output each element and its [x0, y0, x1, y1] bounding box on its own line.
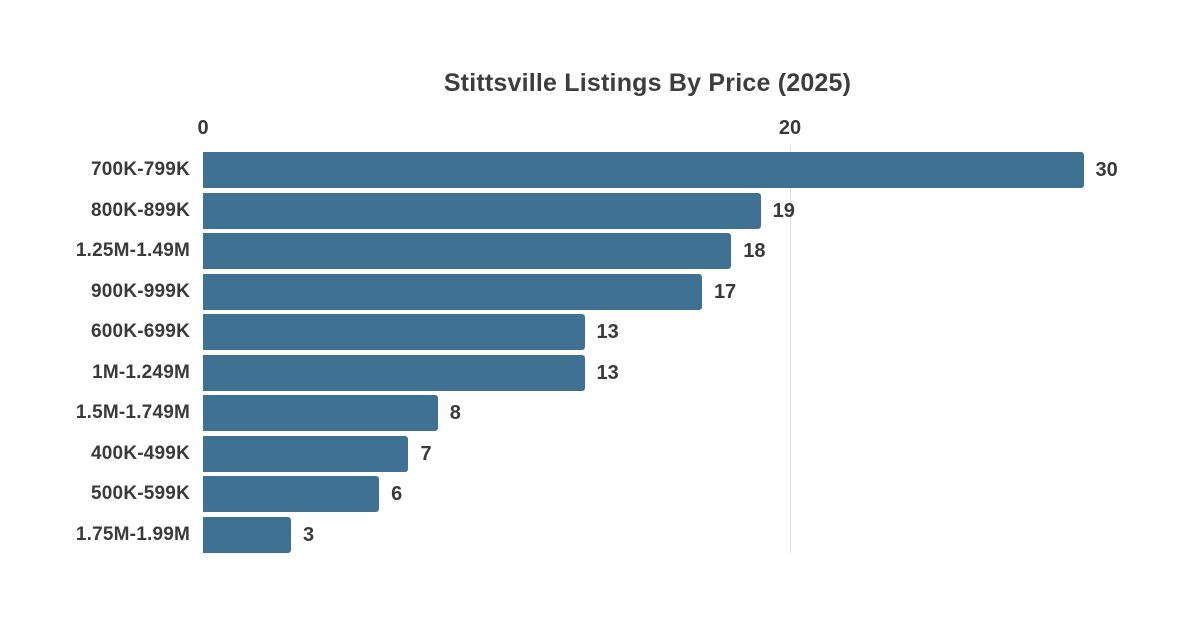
bar [203, 476, 380, 512]
value-label: 8 [449, 402, 461, 424]
bar [203, 314, 585, 350]
value-label: 6 [391, 483, 403, 505]
bar [203, 152, 1084, 188]
bar [203, 435, 409, 472]
category-label: 500K-599K [91, 483, 190, 504]
category-label: 1.25M-1.49M [75, 240, 190, 261]
bar-row: 500K-599K 6 [0, 476, 1200, 512]
x-axis-tick-label: 20 [778, 117, 802, 139]
category-label: 700K-799K [91, 159, 190, 180]
bar-row: 800K-899K 19 [0, 192, 1200, 229]
bar-row: 600K-699K 13 [0, 314, 1200, 350]
value-label: 18 [743, 240, 766, 262]
bar-row: 1M-1.249M 13 [0, 354, 1200, 391]
value-label: 13 [596, 361, 619, 384]
category-label: 1M-1.249M [92, 361, 190, 383]
bar [203, 233, 732, 269]
category-label: 600K-699K [91, 321, 190, 342]
value-label: 19 [772, 199, 795, 222]
bar-row: 400K-499K 7 [0, 435, 1200, 472]
bar [203, 273, 702, 310]
bar [203, 395, 438, 431]
bar-row: 900K-999K 17 [0, 273, 1200, 310]
bar [203, 192, 761, 229]
bar [203, 354, 585, 391]
bar-row: 700K-799K 30 [0, 152, 1200, 188]
category-label: 800K-899K [91, 199, 190, 221]
category-label: 400K-499K [91, 442, 190, 464]
bar [203, 516, 292, 553]
value-label: 3 [303, 523, 315, 546]
vertical-gridline [790, 145, 791, 553]
value-label: 13 [596, 321, 619, 343]
x-axis-tick-label: 0 [197, 117, 209, 139]
bar-row: 1.25M-1.49M 18 [0, 233, 1200, 269]
category-label: 900K-999K [91, 280, 190, 302]
bar-row: 1.75M-1.99M 3 [0, 516, 1200, 553]
bar-row: 1.5M-1.749M 8 [0, 395, 1200, 431]
chart-title: Stittsville Listings By Price (2025) [443, 69, 852, 97]
value-label: 7 [420, 442, 432, 465]
category-label: 1.5M-1.749M [75, 402, 190, 423]
category-label: 1.75M-1.99M [75, 523, 190, 545]
value-label: 30 [1095, 159, 1118, 181]
value-label: 17 [713, 280, 737, 303]
